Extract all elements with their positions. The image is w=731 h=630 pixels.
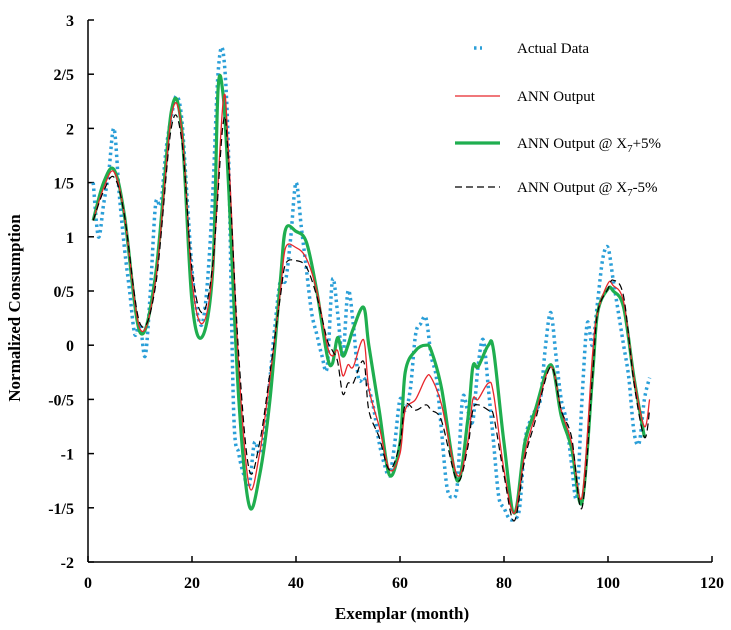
series-line-ann xyxy=(92,93,651,514)
y-tick-label: 1 xyxy=(66,230,74,247)
chart-legend: Actual Data ANN Output ANN Output @ X7+5% A… xyxy=(455,41,661,199)
chart-axes xyxy=(87,20,712,563)
x-tick-label: 100 xyxy=(596,575,620,592)
x-tick-label: 80 xyxy=(496,575,512,592)
y-tick-label: -1 xyxy=(61,447,74,464)
y-tick-label: -0/5 xyxy=(48,392,74,409)
series-line-plus xyxy=(91,73,646,515)
y-tick-label: 3 xyxy=(66,13,74,30)
y-tick-label: 0/5 xyxy=(54,284,74,301)
legend-label-plus: ANN Output @ X7+5% xyxy=(517,136,661,155)
y-tick-label: 2/5 xyxy=(54,67,74,84)
y-tick-label: 0 xyxy=(66,338,74,355)
x-tick-label: 0 xyxy=(84,575,92,592)
series-line-actual xyxy=(91,45,652,522)
y-tick-label: -1/5 xyxy=(48,501,74,518)
y-tick-label: 1/5 xyxy=(54,176,74,193)
chart-ticks: -2 -1/5 -1 -0/5 0 0/5 1 1/5 2 2/5 3 0 20 40 60 80 100 120 xyxy=(48,13,724,592)
x-tick-label: 120 xyxy=(700,575,724,592)
y-tick-label: 2 xyxy=(66,121,74,138)
legend-label-actual: Actual Data xyxy=(517,41,589,57)
legend-label-minus: ANN Output @ X7-5% xyxy=(517,180,658,199)
y-axis-title: Normalized Consumption xyxy=(5,214,24,402)
x-tick-label: 40 xyxy=(288,575,304,592)
x-axis-title: Exemplar (month) xyxy=(335,604,469,623)
x-tick-label: 20 xyxy=(184,575,200,592)
chart-plot-area xyxy=(91,45,652,522)
series-line-minus xyxy=(92,114,651,522)
y-tick-label: -2 xyxy=(61,555,74,572)
x-tick-label: 60 xyxy=(392,575,408,592)
legend-label-ann: ANN Output xyxy=(517,89,596,105)
